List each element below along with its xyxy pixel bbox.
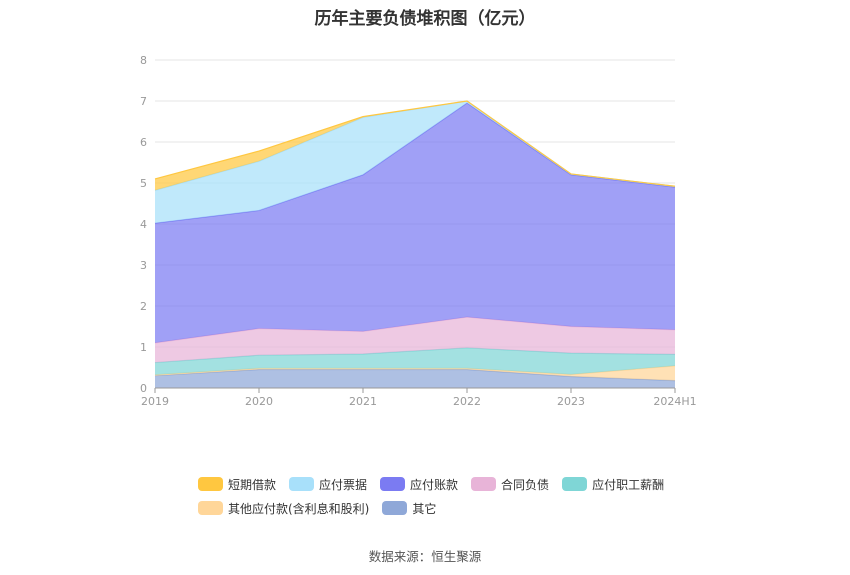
legend-swatch — [471, 477, 497, 491]
legend: 短期借款 应付票据 应付账款 合同负债 应付职工薪酬其他应付款(含利息和股利) 其它 — [198, 472, 718, 520]
legend-item[interactable]: 合同负债 — [471, 476, 549, 493]
area-series-line-6 — [154, 100, 676, 187]
y-tick-label: 2 — [140, 300, 147, 313]
y-tick-label: 6 — [140, 136, 147, 149]
legend-item[interactable]: 其他应付款(含利息和股利) — [198, 500, 369, 517]
legend-row: 其他应付款(含利息和股利) 其它 — [198, 496, 718, 520]
axes: 0 1 2 3 4 5 6 7 8 2019 2020 2021 2022 2023 2024H1 — [140, 54, 697, 408]
legend-swatch — [198, 501, 223, 515]
x-tick-label: 2024H1 — [653, 395, 696, 408]
y-tick-label: 1 — [140, 341, 147, 354]
y-tick-label: 5 — [140, 177, 147, 190]
legend-label: 短期借款 — [228, 477, 277, 492]
legend-swatch — [198, 477, 223, 491]
legend-label: 其它 — [412, 501, 437, 516]
legend-swatch — [380, 477, 406, 491]
x-tick-label: 2020 — [245, 395, 273, 408]
y-tick-label: 4 — [140, 218, 147, 231]
legend-swatch — [382, 501, 408, 515]
area-series — [154, 100, 676, 388]
legend-label: 应付职工薪酬 — [592, 477, 665, 492]
x-tick-label: 2023 — [557, 395, 585, 408]
source-note: 数据来源：恒生聚源 — [368, 549, 482, 564]
y-tick-label: 3 — [140, 259, 147, 272]
y-tick-label: 7 — [140, 95, 147, 108]
area-series-3 — [155, 317, 675, 363]
legend-item[interactable]: 短期借款 — [198, 476, 276, 493]
legend-swatch — [289, 477, 315, 491]
legend-label: 其他应付款(含利息和股利) — [228, 501, 370, 516]
legend-label: 合同负债 — [501, 477, 550, 492]
area-series-2 — [155, 347, 675, 375]
x-tick-label: 2019 — [141, 395, 169, 408]
legend-label: 应付账款 — [410, 477, 459, 492]
legend-row: 短期借款 应付票据 应付账款 合同负债 应付职工薪酬 — [198, 472, 718, 496]
area-series-0 — [155, 369, 675, 388]
area-series-5 — [155, 101, 675, 224]
area-series-1 — [155, 365, 675, 381]
legend-swatch — [562, 477, 588, 491]
legend-label: 应付票据 — [319, 477, 368, 492]
legend-item[interactable]: 应付职工薪酬 — [562, 476, 664, 493]
legend-item[interactable]: 其它 — [382, 500, 436, 517]
x-tick-label: 2021 — [349, 395, 377, 408]
y-tick-label: 0 — [140, 382, 147, 395]
y-tick-label: 8 — [140, 54, 147, 67]
x-tick-label: 2022 — [453, 395, 481, 408]
legend-item[interactable]: 应付票据 — [289, 476, 367, 493]
chart-title: 历年主要负债堆积图（亿元） — [314, 9, 536, 29]
legend-item[interactable]: 应付账款 — [380, 476, 458, 493]
area-series-4 — [155, 103, 675, 343]
